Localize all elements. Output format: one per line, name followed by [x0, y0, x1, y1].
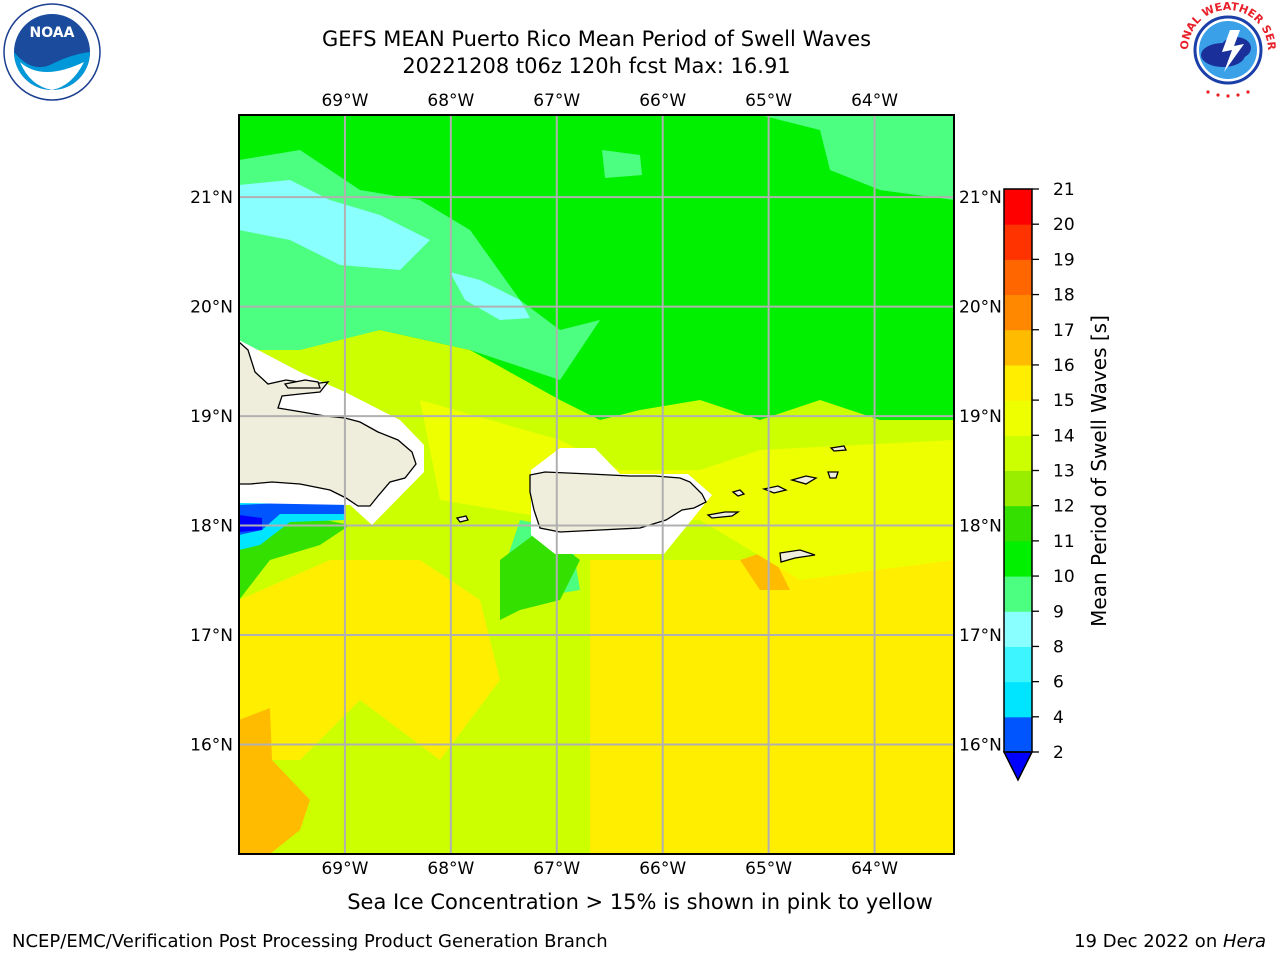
mona-island	[455, 515, 469, 523]
colorbar-segment	[1004, 540, 1032, 577]
colorbar-tick-label: 21	[1053, 180, 1075, 200]
colorbar-tick-label: 20	[1053, 215, 1075, 235]
colorbar-segment	[1004, 576, 1032, 612]
culebra-island	[731, 489, 746, 497]
vieques-island	[706, 511, 741, 519]
colorbar-tick-label: 19	[1053, 250, 1075, 270]
colorbar-under-arrow	[1002, 751, 1034, 782]
lat-label-left: 18°N	[190, 517, 233, 537]
colorbar-tick-label: 10	[1053, 567, 1075, 587]
field-cyan-north-central	[450, 272, 530, 320]
colorbar-tick-label: 9	[1053, 602, 1064, 622]
lat-label-left: 16°N	[190, 736, 233, 756]
lat-label-right: 19°N	[959, 407, 1002, 427]
map-subtitle: 20221208 t06z 120h fcst Max: 16.91	[402, 54, 791, 78]
colorbar-tick-label: 17	[1053, 321, 1075, 341]
lon-label-top: 65°W	[745, 91, 792, 111]
colorbar-tick-label: 15	[1053, 391, 1075, 411]
colorbar-segment	[1004, 224, 1032, 260]
map-title: GEFS MEAN Puerto Rico Mean Period of Swe…	[321, 27, 872, 51]
colorbar-tick-label: 2	[1053, 743, 1064, 763]
colorbar-tick-label: 12	[1053, 497, 1075, 517]
field-cyan-northwest	[239, 180, 430, 270]
field-yellow-southeast	[590, 560, 954, 854]
field-yellow-west	[239, 560, 500, 760]
lat-label-left: 21°N	[190, 188, 233, 208]
nws-logo: NATIONAL WEATHER SERVICE	[1178, 0, 1278, 98]
colorbar-segment	[1004, 470, 1032, 507]
colorbar-segment	[1004, 189, 1032, 225]
lon-label-top: 67°W	[533, 91, 580, 111]
lon-label-bottom: 64°W	[851, 859, 898, 879]
colorbar-segment	[1004, 611, 1032, 647]
footer-date-text: 19 Dec 2022 on	[1074, 931, 1223, 952]
noaa-logo: NOAA	[3, 3, 101, 101]
field-green-north	[239, 115, 954, 420]
sea-ice-note: Sea Ice Concentration > 15% is shown in …	[347, 890, 933, 914]
colorbar-tick-label: 13	[1053, 462, 1075, 482]
colorbar-segment	[1004, 505, 1032, 542]
footer-host: Hera	[1222, 931, 1266, 952]
colorbar-segment	[1004, 681, 1032, 718]
colorbar-tick-label: 11	[1053, 532, 1075, 552]
footer-credit: NCEP/EMC/Verification Post Processing Pr…	[12, 931, 608, 952]
tortuga-island	[283, 379, 321, 389]
tortola-island	[789, 475, 818, 485]
colorbar-tick-label: 4	[1053, 708, 1064, 728]
lat-label-left: 17°N	[190, 626, 233, 646]
field-green-island-patch	[602, 150, 642, 178]
colorbar-segment	[1004, 646, 1032, 683]
colorbar-tick-label: 8	[1053, 637, 1064, 657]
gridlines	[239, 115, 954, 854]
plot-frame	[238, 114, 955, 855]
lon-label-top: 66°W	[639, 91, 686, 111]
lon-label-bottom: 66°W	[639, 859, 686, 879]
colorbar-segment	[1004, 329, 1032, 366]
virgin-gorda-island	[827, 471, 839, 479]
lon-label-bottom: 69°W	[321, 859, 368, 879]
colorbar: 2 4 6 8 9 10 11 12 13 14 15 16 17 18 19 20 21	[1002, 180, 1075, 782]
field-navy-west	[239, 515, 262, 532]
lat-label-left: 19°N	[190, 407, 233, 427]
lon-label-top: 69°W	[321, 91, 368, 111]
field-green-northeast	[760, 115, 954, 200]
colorbar-tick-label: 18	[1053, 286, 1075, 306]
lon-label-bottom: 65°W	[745, 859, 792, 879]
footer-date: 19 Dec 2022 on Hera	[1074, 931, 1266, 952]
noaa-logo-text: NOAA	[30, 25, 75, 41]
colorbar-tick-label: 14	[1053, 426, 1075, 446]
lat-label-right: 16°N	[959, 736, 1002, 756]
lon-label-top: 68°W	[427, 91, 474, 111]
lon-label-bottom: 67°W	[533, 859, 580, 879]
colorbar-label: Mean Period of Swell Waves [s]	[1087, 315, 1111, 627]
colorbar-segment	[1004, 716, 1032, 753]
colorbar-tick-label: 6	[1053, 673, 1064, 693]
axis-labels: 69°W 69°W 68°W 68°W 67°W 67°W 66°W 66°W 65°W 65°W…	[190, 91, 1002, 879]
lat-label-left: 20°N	[190, 298, 233, 318]
lon-label-top: 64°W	[851, 91, 898, 111]
colorbar-segment	[1004, 364, 1032, 401]
colorbar-segment	[1004, 400, 1032, 436]
lon-label-bottom: 68°W	[427, 859, 474, 879]
st-thomas-island	[761, 485, 788, 494]
colorbar-segment	[1004, 294, 1032, 331]
field-orange-east	[740, 550, 790, 590]
anegada-island	[829, 445, 848, 452]
lat-label-right: 17°N	[959, 626, 1002, 646]
colorbar-tick-label: 16	[1053, 356, 1075, 376]
st-croix-island	[779, 549, 816, 563]
lat-label-right: 20°N	[959, 298, 1002, 318]
colorbar-segment	[1004, 435, 1032, 471]
lat-label-right: 21°N	[959, 188, 1002, 208]
lat-label-right: 18°N	[959, 517, 1002, 537]
colorbar-segment	[1004, 259, 1032, 296]
